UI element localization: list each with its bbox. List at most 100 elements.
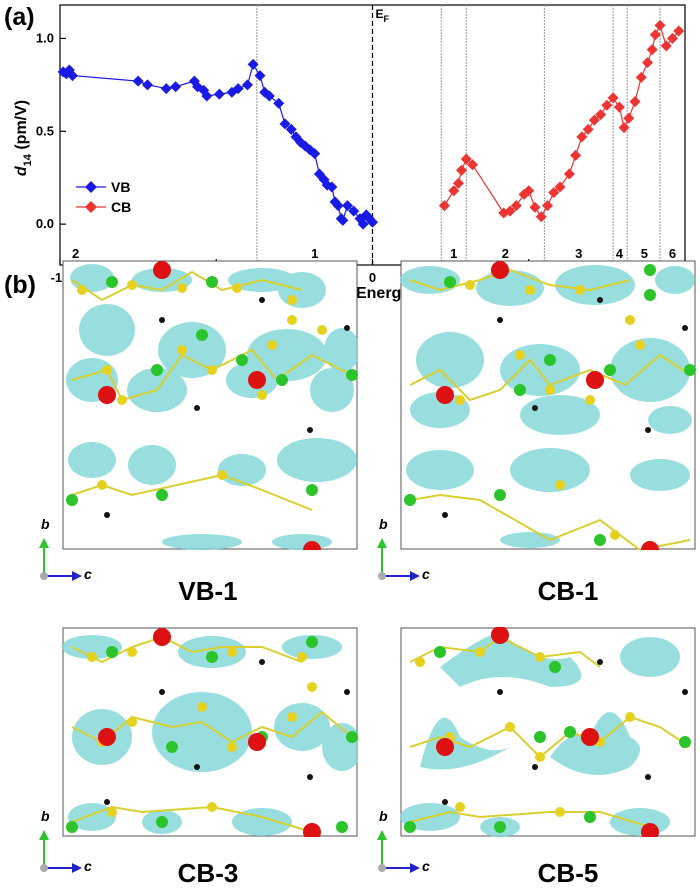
data-point-vb (132, 75, 144, 87)
structure-title-cb-5: CB-5 (537, 858, 599, 888)
data-point-vb (242, 79, 253, 91)
data-point-vb (348, 205, 360, 217)
axis-indicator-cb-5: b c (372, 808, 430, 883)
region-label: 1 (450, 246, 457, 261)
data-point-cb (618, 122, 630, 134)
legend-cb-label: CB (111, 199, 131, 215)
data-point-vb (273, 97, 285, 109)
data-point-vb (342, 200, 353, 212)
structure-cb-1 (400, 260, 696, 559)
region-label: 4 (616, 246, 624, 261)
legend-vb-label: VB (111, 179, 130, 195)
data-point-cb (660, 40, 672, 52)
y-tick-label: 1.0 (36, 30, 54, 45)
panel-a-label: (a) (4, 3, 35, 31)
data-point-cb (452, 177, 464, 189)
data-point-cb (438, 200, 450, 212)
b-c-axes-icon (377, 538, 420, 581)
data-point-cb (646, 44, 658, 56)
structure-title-vb-1: VB-1 (178, 576, 238, 606)
data-point-cb (595, 109, 607, 121)
data-point-cb (510, 200, 522, 212)
data-point-cb (576, 131, 588, 143)
axis-ticks: -10-505100.00.51.0 (36, 30, 692, 285)
data-point-cb (582, 123, 594, 135)
data-point-vb (279, 118, 291, 130)
charge-density-cb-5-image (400, 626, 696, 841)
data-point-vb (247, 58, 259, 70)
data-point-cb (601, 99, 613, 111)
series-line-vb (62, 62, 373, 226)
data-point-vb (232, 83, 244, 95)
data-point-cb (456, 164, 468, 176)
data-point-vb (367, 216, 378, 228)
region-label: 2 (502, 246, 509, 261)
legend-vb-marker (85, 181, 97, 193)
region-divider-lines (256, 5, 661, 265)
b-c-axes-icon (377, 830, 420, 873)
data-point-vb (326, 181, 338, 193)
data-point-vb (285, 123, 297, 135)
data-series (57, 19, 685, 230)
data-point-cb (613, 101, 625, 113)
charge-density-cb-3-image (62, 627, 362, 841)
y-label-sub: 14 (22, 153, 34, 166)
data-point-cb (448, 185, 460, 197)
fermi-level-label: EF (376, 7, 390, 24)
y-axis-label: d14 (pm/V) (13, 100, 34, 176)
region-labels: 2 1 1 2 3 4 5 6 (72, 246, 676, 261)
data-point-vb (309, 148, 321, 160)
axis-indicator-vb-1: b c (34, 516, 92, 591)
data-point-cb (654, 19, 666, 31)
data-point-vb (357, 218, 369, 230)
data-point-cb (563, 168, 575, 180)
data-point-vb (263, 90, 275, 102)
data-point-cb (504, 205, 516, 217)
data-point-cb (649, 29, 661, 41)
data-point-vb (201, 90, 213, 102)
data-point-cb (673, 25, 685, 37)
data-point-cb (623, 112, 635, 124)
data-point-cb (607, 92, 619, 104)
region-label: 2 (72, 246, 79, 261)
y-label-main: d (13, 165, 30, 176)
fermi-label-sub: F (384, 14, 390, 24)
b-c-axes-icon (39, 538, 82, 581)
region-label: 3 (575, 246, 582, 261)
data-point-cb (554, 181, 566, 193)
c-axis-label: c (84, 566, 92, 582)
data-point-cb (588, 114, 600, 126)
y-label-unit: (pm/V) (13, 100, 30, 154)
legend-cb-marker (85, 201, 97, 213)
structure-vb-1 (62, 260, 360, 559)
data-point-vb (337, 214, 349, 226)
b-c-axes-icon (39, 830, 82, 873)
b-axis-label: b (379, 516, 388, 532)
structure-cb-5 (400, 626, 696, 842)
data-point-cb (523, 185, 535, 197)
structure-cb-3 (62, 627, 362, 842)
b-axis-label: b (41, 808, 50, 824)
axis-indicator-cb-1: b c (372, 516, 430, 591)
c-axis-label: c (422, 566, 430, 582)
charge-density-vb-1-image (62, 260, 360, 559)
data-point-vb (67, 70, 78, 82)
region-label: 5 (641, 246, 648, 261)
charge-density-cb-1-image (400, 260, 696, 559)
axis-indicator-cb-3: b c (34, 808, 92, 883)
data-point-cb (570, 149, 582, 161)
structure-title-cb-1: CB-1 (537, 576, 599, 606)
data-point-vb (160, 83, 172, 95)
data-point-cb (642, 57, 653, 69)
y-tick-label: 0.5 (36, 123, 54, 138)
fermi-label-main: E (376, 7, 384, 21)
y-tick-label: 0.0 (36, 216, 54, 231)
data-point-cb (529, 201, 541, 213)
data-point-vb (213, 88, 225, 100)
data-point-cb (535, 211, 547, 223)
data-point-cb (635, 71, 647, 83)
legend: VB CB (76, 179, 131, 215)
data-point-vb (142, 79, 153, 91)
region-label: 6 (669, 246, 676, 261)
